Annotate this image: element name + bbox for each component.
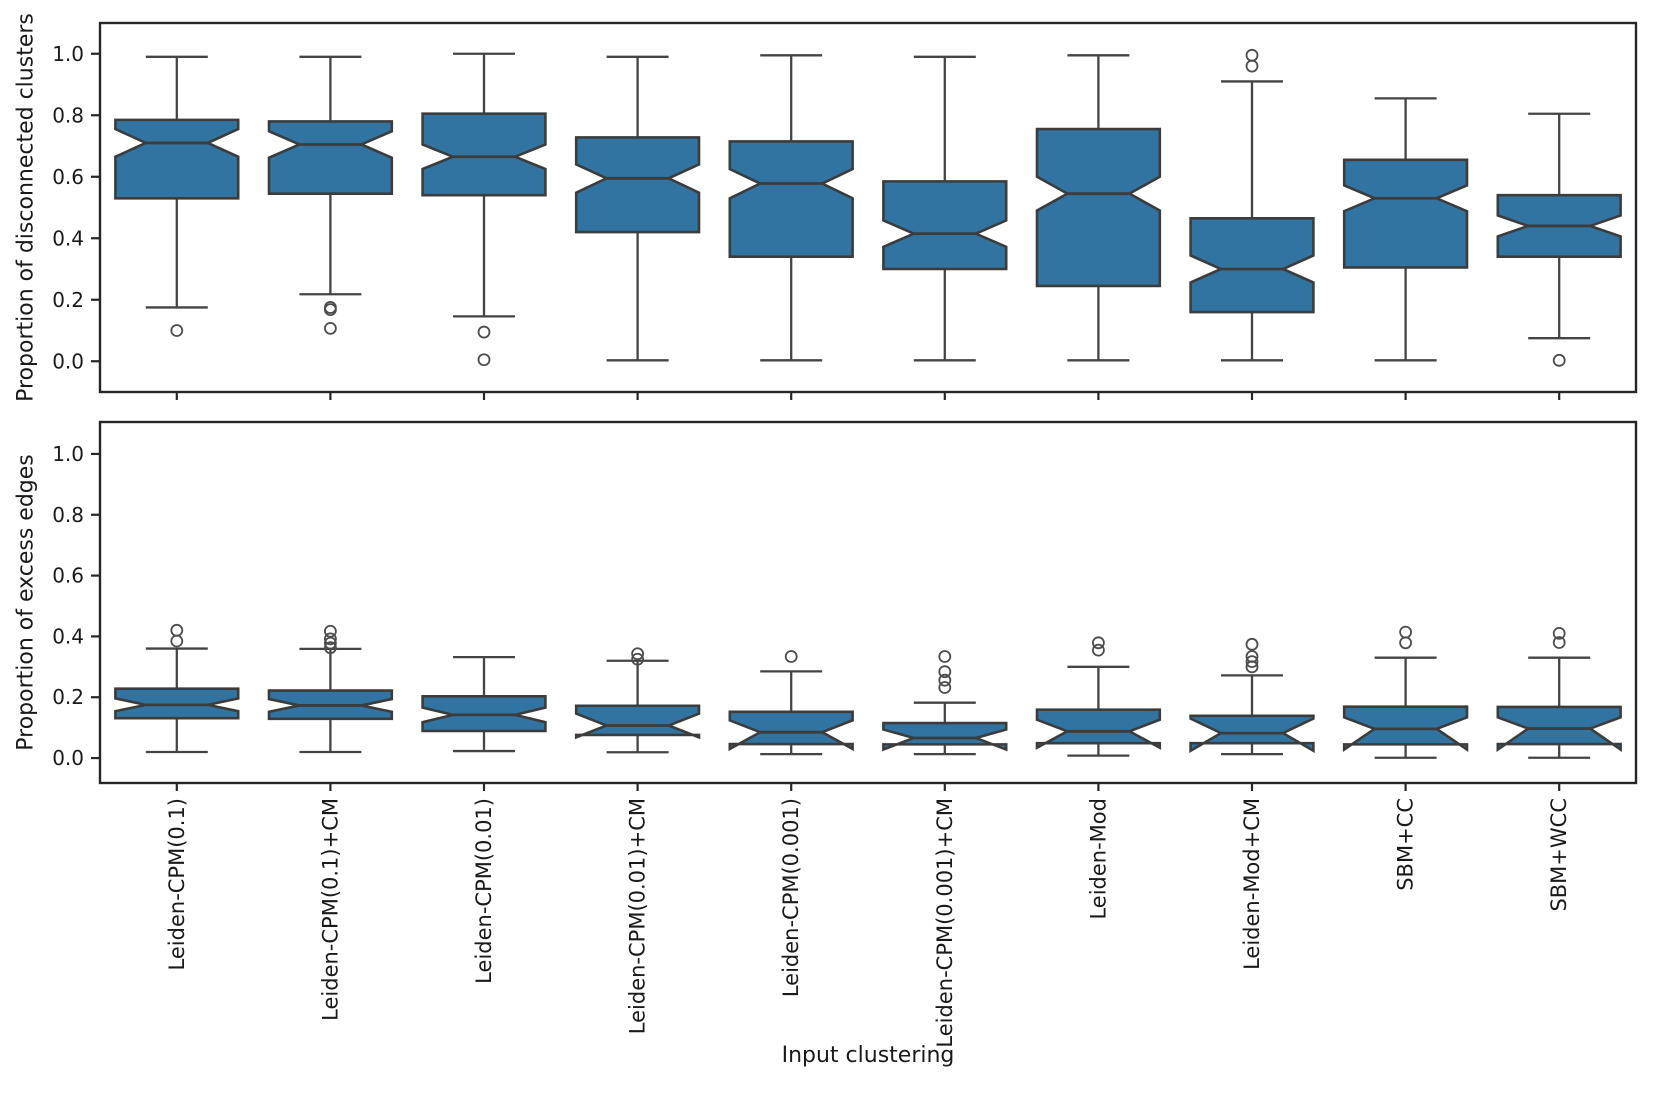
outlier-point <box>323 303 337 316</box>
outlier-point <box>784 650 798 663</box>
y-tick-label: 1.0 <box>52 442 84 466</box>
boxplot-Leiden-CPM(0.1)+CM <box>267 624 394 754</box>
x-tick-label: Leiden-CPM(0.01)+CM <box>626 798 650 1034</box>
x-tick-label: Leiden-CPM(0.001) <box>779 798 803 997</box>
x-tick-label: Leiden-Mod <box>1086 798 1110 920</box>
notched-box <box>882 180 1008 271</box>
boxplot-SBM+WCC <box>1496 626 1622 759</box>
boxplot-Leiden-CPM(0.1)+CM <box>267 55 394 335</box>
outlier-point <box>1245 48 1259 62</box>
boxplot-Leiden-Mod <box>1035 636 1162 757</box>
x-tick-label: Leiden-CPM(0.01) <box>472 798 496 984</box>
notched-box <box>1342 158 1469 269</box>
boxplot-Leiden-Mod+CM <box>1189 48 1315 362</box>
boxplot-Leiden-CPM(0.1) <box>114 55 240 337</box>
notched-box <box>574 704 701 740</box>
x-tick-label: SBM+WCC <box>1547 798 1571 912</box>
boxplot-Leiden-Mod+CM <box>1189 637 1315 756</box>
notched-box <box>882 721 1008 752</box>
outlier-point <box>323 632 337 646</box>
outlier-point <box>1245 655 1259 669</box>
notched-box <box>728 710 854 752</box>
outlier-point <box>938 650 952 663</box>
y-tick-label: 0.6 <box>52 564 84 588</box>
y-axis-label: Proportion of excess edges <box>14 454 39 751</box>
boxplot-Leiden-CPM(0.1) <box>114 623 240 754</box>
outlier-point <box>477 325 491 339</box>
outlier-point <box>1552 636 1566 649</box>
outlier-point <box>631 652 644 666</box>
boxplot-Leiden-CPM(0.001)+CM <box>882 650 1008 756</box>
panel-2: 0.0 0.2 0.4 0.6 0.8 1.0 Proportion of excess e… <box>14 420 1638 791</box>
notched-box <box>421 112 547 197</box>
boxplot-Leiden-CPM(0.01)+CM <box>574 55 701 362</box>
notched-box <box>1035 127 1162 288</box>
outlier-point <box>170 324 184 337</box>
notched-box <box>574 136 701 234</box>
outlier-point <box>477 353 491 367</box>
x-axis-label: Input clustering <box>782 1043 955 1068</box>
outlier-point <box>938 681 952 694</box>
outlier-point <box>1399 625 1412 639</box>
boxplot-Leiden-CPM(0.001)+CM <box>882 55 1008 362</box>
outlier-point <box>323 636 337 650</box>
boxplot-Leiden-Mod <box>1035 54 1162 362</box>
outlier-point <box>1092 643 1105 657</box>
notched-box <box>267 120 394 195</box>
y-tick-label: 0.8 <box>52 503 84 527</box>
y-tick-label: 1.0 <box>52 42 84 66</box>
y-tick-label: 0.6 <box>52 165 84 189</box>
boxplot-SBM+WCC <box>1496 112 1622 367</box>
y-tick-label: 0.2 <box>52 288 84 312</box>
x-tick-label: Leiden-CPM(0.1)+CM <box>318 798 342 1021</box>
notched-box <box>1189 216 1315 314</box>
outlier-point <box>323 641 337 655</box>
y-tick-label: 0.8 <box>52 103 84 127</box>
outlier-point <box>1092 636 1105 650</box>
boxplot-SBM+CC <box>1342 625 1469 759</box>
y-tick-label: 0.4 <box>52 624 84 648</box>
x-tick-label: Leiden-CPM(0.001)+CM <box>933 798 957 1048</box>
axes-border <box>98 21 1638 394</box>
notched-box <box>728 140 854 258</box>
y-tick-label: 0.0 <box>52 349 84 373</box>
outlier-point <box>1552 353 1566 367</box>
notched-box <box>114 118 240 200</box>
outlier-point <box>938 673 952 687</box>
outlier-point <box>1245 660 1259 674</box>
axes-border <box>98 420 1638 785</box>
boxplot-Leiden-CPM(0.001) <box>728 54 854 362</box>
panel-1: 0.0 0.2 0.4 0.6 0.8 1.0 Proportion of disconne… <box>14 13 1638 402</box>
y-tick-label: 0.2 <box>52 685 84 709</box>
y-axis-label: Proportion of disconnected clusters <box>14 13 39 402</box>
outlier-point <box>1245 59 1259 73</box>
outlier-point <box>170 634 184 648</box>
notched-box <box>1035 708 1162 750</box>
outlier-point <box>631 647 644 661</box>
boxplot-Leiden-CPM(0.01)+CM <box>574 647 701 754</box>
boxplot-Leiden-CPM(0.001) <box>728 650 854 756</box>
boxplot-Leiden-CPM(0.01) <box>421 655 547 753</box>
outlier-point <box>170 623 184 637</box>
outlier-point <box>1245 637 1259 651</box>
outlier-point <box>1399 636 1412 650</box>
outlier-point <box>323 321 337 335</box>
y-tick-label: 0.0 <box>52 746 84 770</box>
boxplot-SBM+CC <box>1342 97 1469 362</box>
y-tick-label: 0.4 <box>52 226 84 250</box>
boxplot-Leiden-CPM(0.01) <box>421 52 547 367</box>
outlier-point <box>938 665 952 679</box>
outlier-point <box>1552 626 1566 640</box>
x-tick-label: Leiden-CPM(0.1) <box>165 798 189 970</box>
x-tick-label: SBM+CC <box>1394 798 1418 891</box>
x-tick-label: Leiden-Mod+CM <box>1240 798 1264 970</box>
